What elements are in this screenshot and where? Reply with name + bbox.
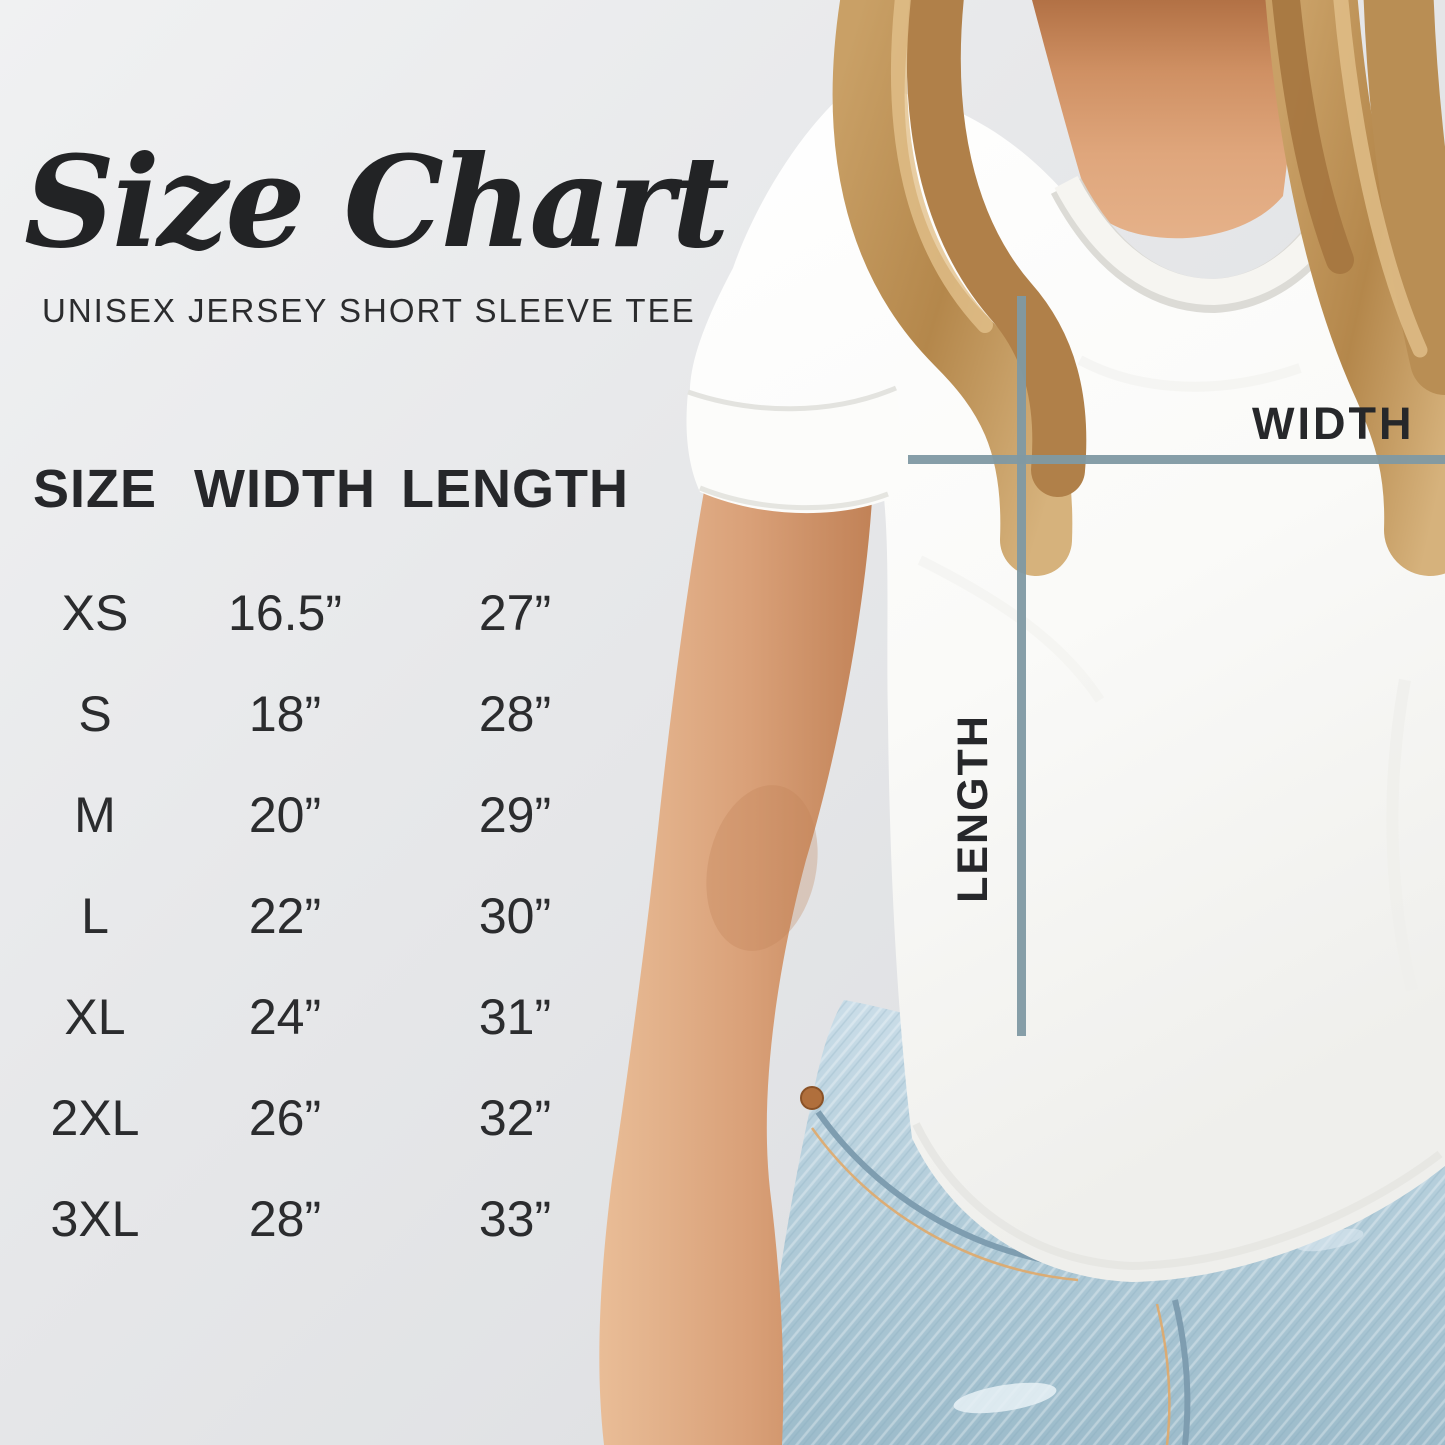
model-neck [1032, 0, 1302, 239]
size-cell: L [81, 887, 109, 944]
size-cell: M [74, 786, 116, 843]
length-measure-line [1017, 296, 1026, 1036]
size-table-rows: XS 16.5” 27” S 18” 28” M 20” 29” L 22” 3… [10, 562, 650, 1269]
page-subtitle: UNISEX JERSEY SHORT SLEEVE TEE [42, 292, 696, 329]
length-cell: 33” [478, 1190, 552, 1247]
width-cell: 24” [248, 988, 322, 1045]
length-cell: 30” [478, 887, 552, 944]
size-table: SIZE WIDTH LENGTH XS 16.5” 27” S 18” 28”… [10, 458, 650, 1269]
length-cell: 32” [478, 1089, 552, 1146]
table-row: 3XL 28” 33” [10, 1168, 650, 1269]
length-cell: 28” [478, 685, 552, 742]
width-measure-label: WIDTH [1252, 398, 1415, 449]
size-cell: XS [61, 584, 129, 641]
size-table-header: SIZE WIDTH LENGTH [10, 458, 650, 519]
tshirt-hem-fold [912, 1122, 1443, 1271]
width-measure-line [908, 455, 1445, 464]
tshirt-body [689, 87, 1445, 1282]
width-cell: 26” [248, 1089, 322, 1146]
table-row: S 18” 28” [10, 663, 650, 764]
tshirt-wrinkle [1386, 678, 1418, 992]
length-cell: 29” [478, 786, 552, 843]
model-hair [832, 0, 1445, 576]
width-cell: 28” [248, 1190, 322, 1247]
size-chart-panel: Size Chart UNISEX JERSEY SHORT SLEEVE TE… [0, 0, 730, 1445]
column-header-length: LENGTH [401, 459, 629, 519]
table-row: XL 24” 31” [10, 966, 650, 1067]
model-arm [599, 480, 872, 1445]
jeans-fly-seam [1172, 1299, 1191, 1445]
elbow-shading [706, 785, 818, 951]
width-cell: 22” [248, 887, 322, 944]
width-cell: 20” [248, 786, 322, 843]
size-cell: S [78, 685, 112, 742]
length-cell: 31” [478, 988, 552, 1045]
tshirt [689, 87, 1445, 1282]
size-cell: 3XL [50, 1190, 140, 1247]
width-cell: 16.5” [228, 584, 342, 641]
jeans-button [800, 1086, 824, 1110]
table-row: M 20” 29” [10, 764, 650, 865]
jeans-distress-patch [953, 1382, 1057, 1414]
page-title: Size Chart [24, 128, 730, 276]
length-cell: 27” [478, 584, 552, 641]
column-header-size: SIZE [32, 459, 158, 519]
table-row: L 22” 30” [10, 865, 650, 966]
size-cell: XL [64, 988, 126, 1045]
tshirt-sleeve-cuff [686, 385, 900, 514]
table-row: XS 16.5” 27” [10, 562, 650, 663]
column-header-width: WIDTH [194, 459, 376, 519]
length-measure-label: LENGTH [948, 713, 997, 903]
size-cell: 2XL [50, 1089, 140, 1146]
width-cell: 18” [248, 685, 322, 742]
table-row: 2XL 26” 32” [10, 1067, 650, 1168]
